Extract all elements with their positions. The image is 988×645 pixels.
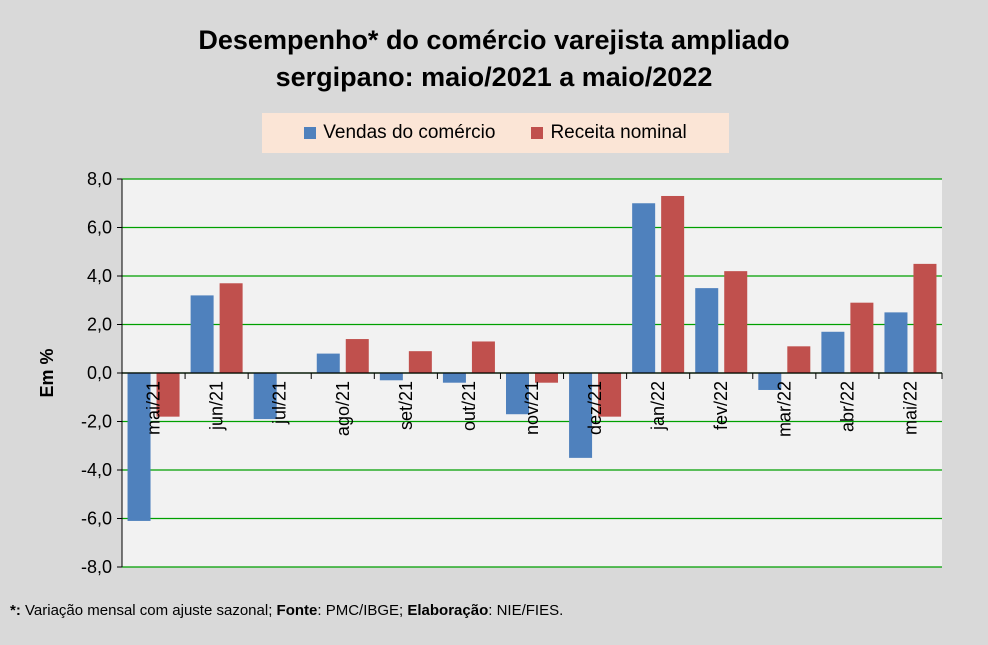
- bar-vendas-jan-22: [632, 203, 656, 373]
- legend-entry-receita: Receita nominal: [531, 122, 687, 144]
- bar-vendas-nov-21: [506, 373, 529, 415]
- bar-vendas-fev-22: [695, 288, 719, 373]
- bar-vendas-mai-22: [884, 312, 908, 373]
- x-tick-label: dez/21: [585, 381, 605, 435]
- labels: -8,0 -6,0 -4,0 -2,0 0,0 2,0 4,0 6,0 8,0 mai/21 jun…: [81, 169, 920, 577]
- bar-receita-nov-21: [535, 373, 558, 383]
- legend-swatch-receita: [531, 127, 544, 139]
- x-tick-label: mar/22: [774, 381, 794, 437]
- legend-label-vendas: Vendas do comércio: [323, 122, 496, 143]
- footnote-elab-label: Elaboração: [407, 602, 489, 619]
- bar-receita-mar-22: [787, 346, 811, 373]
- axes: [117, 178, 943, 568]
- footnote-star: *:: [10, 602, 21, 619]
- bar-vendas-set-21: [379, 373, 403, 381]
- x-tick-label: ago/21: [333, 381, 353, 436]
- x-tick-label: out/21: [459, 381, 479, 431]
- legend-label-receita: Receita nominal: [550, 122, 687, 143]
- bar-receita-mai-21: [156, 373, 180, 417]
- bar-receita-abr-22: [850, 302, 874, 373]
- x-tick-label: mai/22: [900, 381, 920, 435]
- chart-title: Desempenho* do comércio varejista amplia…: [0, 22, 988, 96]
- x-tick-label: jan/22: [648, 381, 668, 431]
- bar-vendas-jul-21: [253, 373, 277, 420]
- chart-title-line-1: Desempenho* do comércio varejista amplia…: [198, 25, 790, 55]
- x-tick-label: jun/21: [207, 381, 227, 431]
- footnote-elab-text: : NIE/FIES.: [488, 602, 564, 619]
- footnote-fonte-label: Fonte: [276, 602, 318, 619]
- y-axis-label: Em %: [37, 348, 57, 397]
- y-tick-label: 4,0: [87, 266, 112, 286]
- legend-swatch-vendas: [304, 127, 317, 139]
- bar-receita-out-21: [471, 341, 495, 373]
- y-tick-label: -2,0: [81, 412, 112, 432]
- legend: Vendas do comércio Receita nominal: [262, 113, 729, 153]
- footnote: *: Variação mensal com ajuste sazonal; F…: [10, 602, 563, 619]
- bar-receita-jan-22: [661, 195, 685, 373]
- bar-receita-jun-21: [219, 283, 243, 373]
- y-tick-label: 2,0: [87, 315, 112, 335]
- y-tick-label: 6,0: [87, 218, 112, 238]
- bar-receita-ago-21: [345, 339, 369, 373]
- y-tick-label: -6,0: [81, 509, 112, 529]
- bar-receita-fev-22: [724, 271, 748, 373]
- y-tick-label: -4,0: [81, 460, 112, 480]
- x-tick-label: mai/21: [144, 381, 164, 435]
- x-tick-label: nov/21: [522, 381, 542, 435]
- y-tick-label: -8,0: [81, 557, 112, 577]
- y-tick-label: 8,0: [87, 169, 112, 189]
- x-tick-label: jul/21: [270, 381, 290, 425]
- bar-receita-dez-21: [598, 373, 622, 417]
- bar-vendas-out-21: [442, 373, 466, 383]
- bars: [127, 195, 937, 521]
- bar-vendas-mai-21: [127, 373, 151, 521]
- bar-vendas-abr-22: [821, 331, 845, 373]
- bar-vendas-mar-22: [758, 373, 782, 390]
- x-tick-label: set/21: [396, 381, 416, 430]
- y-tick-label: 0,0: [87, 363, 112, 383]
- chart-title-line-2: sergipano: maio/2021 a maio/2022: [275, 62, 713, 92]
- footnote-star-text: Variação mensal com ajuste sazonal;: [20, 602, 277, 619]
- legend-entry-vendas: Vendas do comércio: [304, 122, 495, 144]
- bar-vendas-jun-21: [190, 295, 214, 373]
- footnote-fonte-text: : PMC/IBGE;: [317, 602, 408, 619]
- x-tick-label: fev/22: [711, 381, 731, 430]
- x-tick-label: abr/22: [837, 381, 857, 432]
- bar-vendas-dez-21: [569, 373, 593, 458]
- bar-receita-set-21: [408, 351, 432, 373]
- bar-vendas-ago-21: [316, 353, 340, 373]
- bar-receita-mai-22: [913, 263, 937, 373]
